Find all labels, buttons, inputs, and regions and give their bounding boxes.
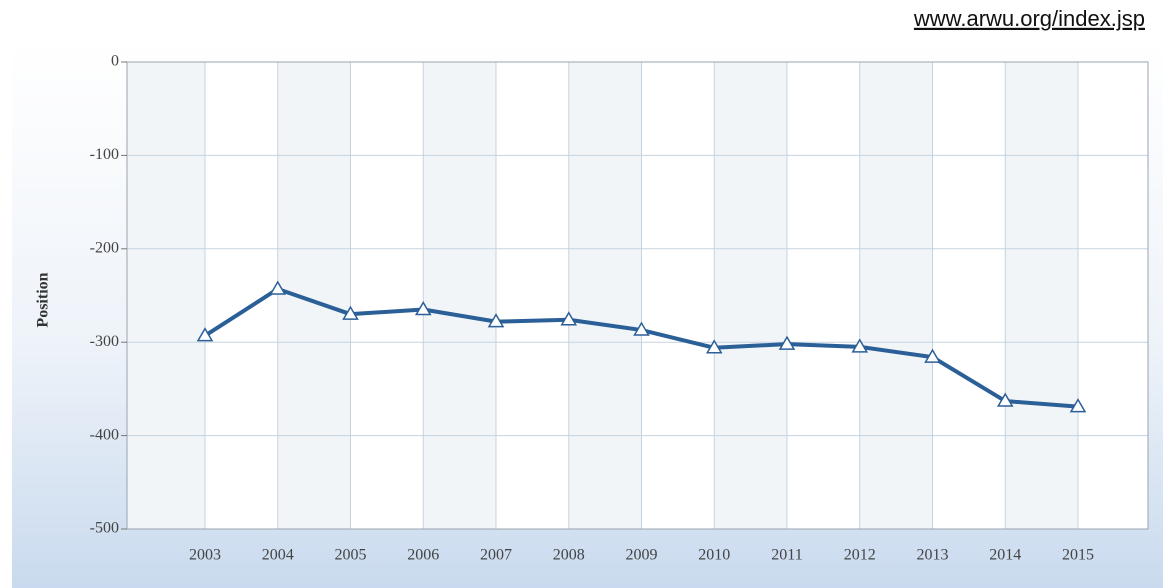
data-marker xyxy=(1069,398,1087,413)
x-tick-label: 2005 xyxy=(335,547,367,564)
data-marker xyxy=(196,327,214,342)
data-marker xyxy=(633,321,650,336)
y-tick-label: -300 xyxy=(90,333,119,350)
data-marker xyxy=(924,348,941,363)
y-tick-label: -400 xyxy=(90,426,119,443)
x-tick-label: 2004 xyxy=(262,547,294,564)
data-marker xyxy=(487,313,505,328)
data-marker xyxy=(996,392,1014,407)
x-tick-label: 2012 xyxy=(844,547,876,564)
plot-band xyxy=(277,62,351,529)
data-marker xyxy=(778,335,796,350)
x-tick-label: 2009 xyxy=(626,547,658,564)
x-tick-label: 2003 xyxy=(189,547,221,564)
data-marker xyxy=(705,339,723,354)
y-tick-label: -500 xyxy=(90,520,119,537)
data-marker xyxy=(269,280,287,295)
x-tick-label: 2007 xyxy=(480,547,512,564)
data-marker xyxy=(851,338,869,353)
x-tick-label: 2013 xyxy=(917,547,949,564)
x-tick-label: 2011 xyxy=(771,547,802,564)
plot-band xyxy=(127,62,205,529)
y-tick-label: -100 xyxy=(90,146,119,163)
y-tick-label: -200 xyxy=(90,239,119,256)
source-link[interactable]: www.arwu.org/index.jsp xyxy=(913,6,1145,31)
plot-band xyxy=(423,62,496,529)
x-tick-label: 2010 xyxy=(698,547,730,564)
y-axis-label: Position xyxy=(35,272,52,327)
x-tick-label: 2006 xyxy=(407,547,439,564)
plot-band xyxy=(714,62,787,529)
x-tick-label: 2015 xyxy=(1062,547,1094,564)
plot-band xyxy=(1005,62,1078,529)
plot-band xyxy=(568,62,642,529)
plot-border xyxy=(126,61,1149,530)
plot-band xyxy=(859,62,933,529)
x-tick-label: 2008 xyxy=(553,547,585,564)
data-marker xyxy=(342,305,359,320)
data-marker xyxy=(560,311,578,326)
y-tick-label: 0 xyxy=(111,53,119,70)
data-marker xyxy=(414,301,432,316)
x-tick-label: 2014 xyxy=(989,547,1021,564)
